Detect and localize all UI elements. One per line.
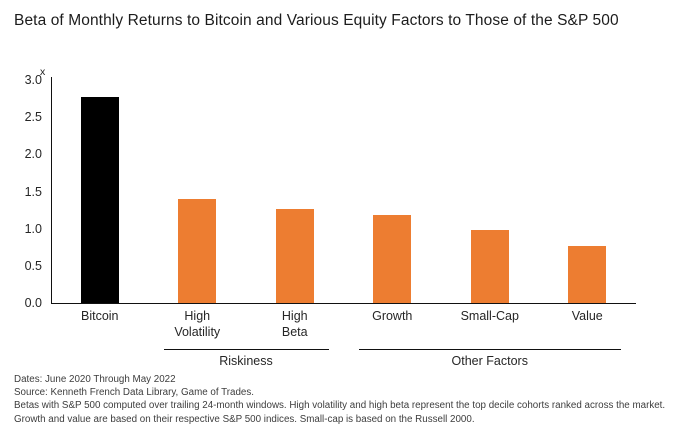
y-tick-label: 2.0 — [24, 147, 42, 162]
bar-high-volatility — [178, 198, 217, 303]
bar-value — [568, 245, 607, 303]
y-tick-label: 1.0 — [24, 221, 42, 236]
y-tick-label: 3.0 — [24, 73, 42, 87]
x-axis-line — [51, 303, 636, 304]
category-label: High Beta — [281, 309, 308, 339]
footnotes: Dates: June 2020 Through May 2022 Source… — [14, 373, 669, 426]
bar-small-cap — [470, 230, 509, 303]
bar-bitcoin — [80, 97, 119, 303]
category-label: Small-Cap — [460, 309, 519, 323]
y-axis-line — [51, 77, 52, 303]
group-bracket-line — [358, 349, 621, 350]
category-label: Bitcoin — [80, 309, 119, 323]
group-label: Riskiness — [219, 354, 273, 368]
bar-high-beta — [275, 209, 314, 303]
group-label: Other Factors — [451, 354, 528, 368]
chart-title: Beta of Monthly Returns to Bitcoin and V… — [14, 12, 619, 29]
footnote-methodology: Betas with S&P 500 computed over trailin… — [14, 400, 666, 425]
group-bracket-line — [163, 349, 329, 350]
category-label: High Volatility — [174, 309, 221, 339]
y-tick-label: 2.5 — [24, 110, 42, 125]
footnote-source: Source: Kenneth French Data Library, Gam… — [14, 387, 254, 399]
y-tick-label: 1.5 — [24, 184, 42, 199]
y-tick-label: 0.0 — [24, 296, 42, 310]
category-label: Growth — [372, 309, 413, 323]
y-tick-label: 0.5 — [24, 258, 42, 273]
bar-growth — [373, 215, 412, 303]
footnote-dates: Dates: June 2020 Through May 2022 — [14, 374, 176, 385]
category-label: Value — [571, 309, 603, 323]
y-axis-top-label: x — [40, 66, 46, 78]
